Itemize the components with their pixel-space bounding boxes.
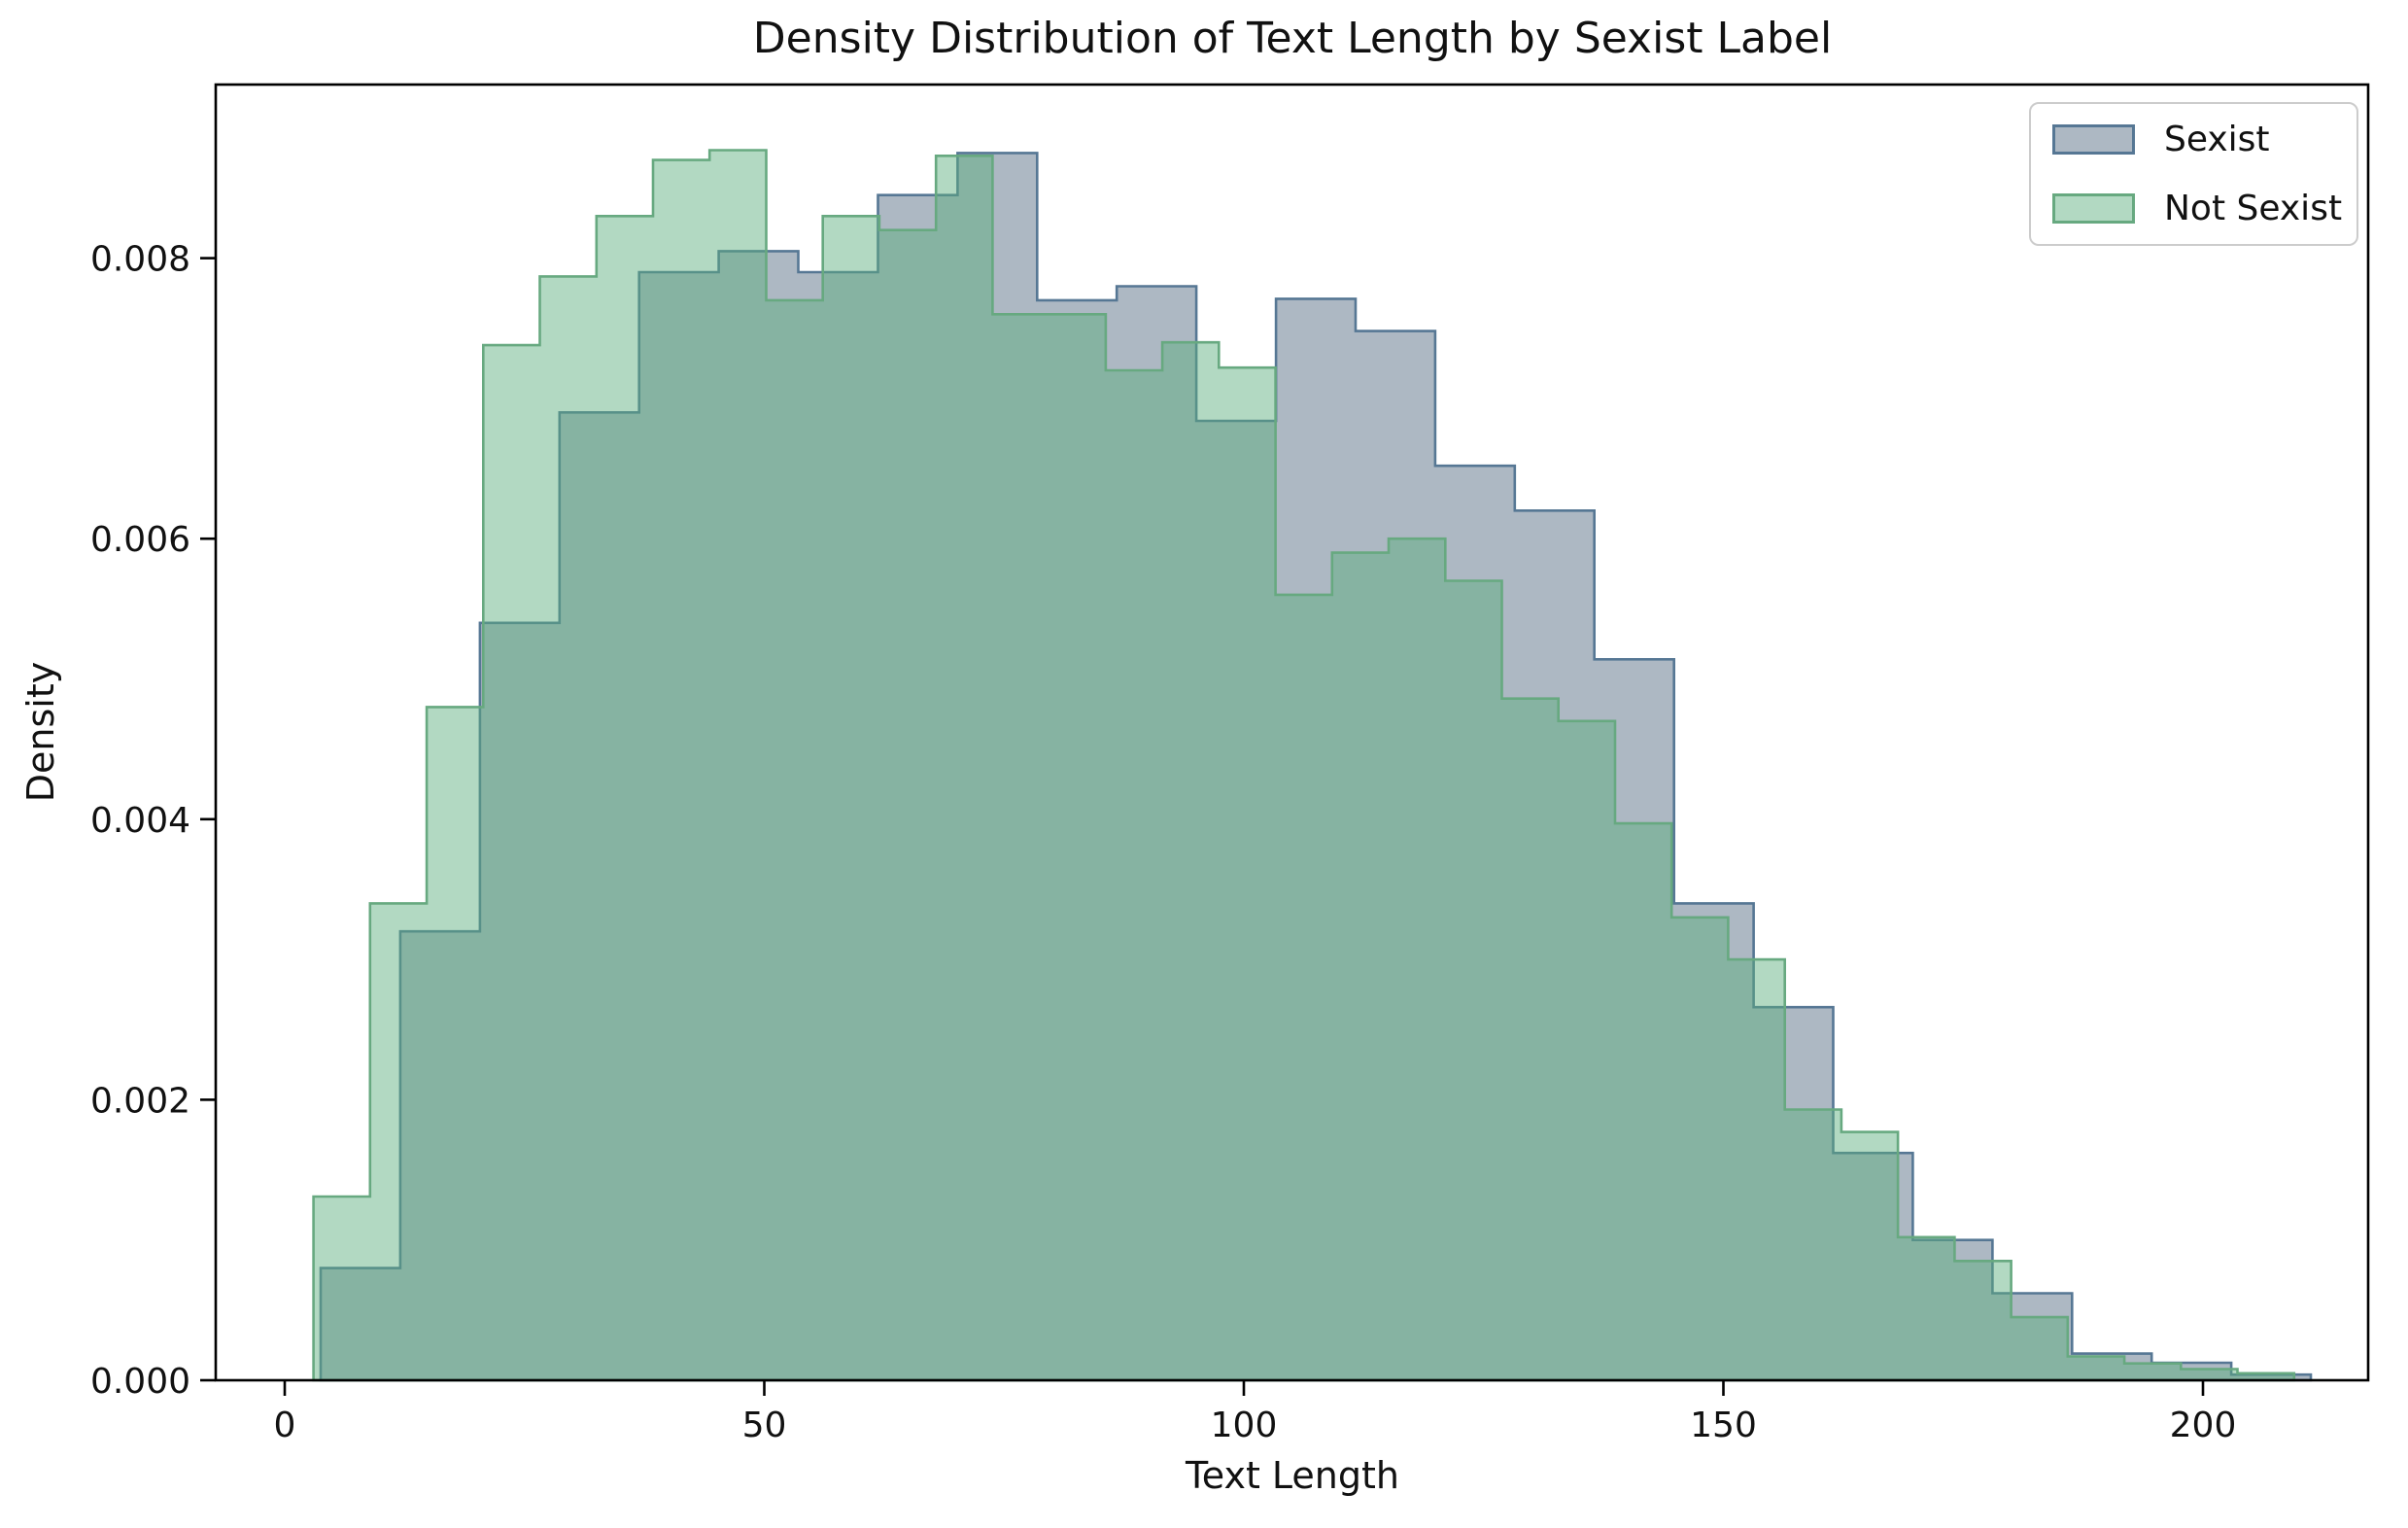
y-tick-label: 0.000: [90, 1362, 190, 1402]
chart-title: Density Distribution of Text Length by S…: [752, 14, 1833, 63]
legend-row-sexist: Sexist: [2052, 120, 2335, 159]
y-tick-label: 0.008: [90, 240, 190, 280]
legend-label-not-sexist: Not Sexist: [2164, 189, 2343, 228]
legend-label-sexist: Sexist: [2164, 120, 2270, 159]
x-tick-label: 100: [1211, 1406, 1278, 1445]
x-axis-label: Text Length: [1185, 1454, 1400, 1497]
y-tick-label: 0.004: [90, 801, 190, 841]
y-tick-label: 0.006: [90, 520, 190, 560]
series-sexist-path: [319, 152, 2313, 1382]
legend: Sexist Not Sexist: [2029, 102, 2358, 246]
y-axis-label: Density: [19, 661, 62, 803]
legend-swatch-not-sexist-icon: [2052, 193, 2135, 224]
y-tick-label: 0.002: [90, 1081, 190, 1121]
x-tick-label: 0: [274, 1406, 296, 1445]
legend-row-not-sexist: Not Sexist: [2052, 189, 2342, 228]
x-tick-label: 150: [1690, 1406, 1757, 1445]
x-tick-label: 200: [2170, 1406, 2237, 1445]
series-not-sexist-path: [312, 149, 2296, 1382]
legend-swatch-sexist-icon: [2052, 124, 2135, 155]
plot-frame: [214, 83, 2370, 1382]
x-tick-label: 50: [742, 1406, 787, 1445]
